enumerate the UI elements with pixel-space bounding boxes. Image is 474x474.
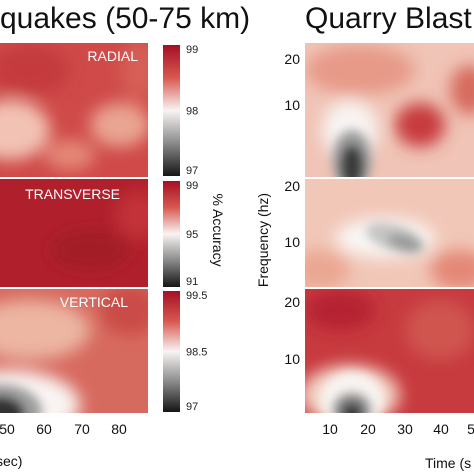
colorbar-vertical bbox=[163, 291, 180, 412]
left-panel-vertical bbox=[0, 289, 148, 413]
colorbar-tick-label: 99 bbox=[186, 180, 198, 192]
colorbar-tick-label: 99.5 bbox=[186, 290, 207, 302]
right-y-tick-label: 20 bbox=[284, 294, 300, 310]
colorbar-tick-label: 99 bbox=[186, 44, 198, 56]
right-y-axis: 20 10 20 10 20 10 bbox=[284, 51, 300, 367]
panel-label-radial: RADIAL bbox=[87, 48, 138, 64]
colorbar-tick-label: 98.5 bbox=[186, 347, 207, 359]
colorbar-radial bbox=[163, 45, 180, 176]
panel-label-transverse: TRANSVERSE bbox=[25, 186, 120, 202]
colorbar-ticks: 99 98 97 99 95 91 99.5 98.5 97 bbox=[186, 44, 207, 413]
left-x-axis-label: sec) bbox=[0, 453, 22, 469]
colorbar-tick-label: 97 bbox=[186, 165, 198, 177]
left-chart-title: quakes (50-75 km) bbox=[0, 2, 250, 35]
left-panel-radial bbox=[0, 43, 148, 177]
colorbar-tick-label: 91 bbox=[186, 276, 198, 288]
right-x-tick-label: 20 bbox=[360, 421, 376, 437]
right-x-tick-label: 5 bbox=[467, 421, 474, 437]
right-chart-title: Quarry Blast bbox=[305, 2, 472, 35]
right-y-tick-label: 10 bbox=[284, 97, 300, 113]
colorbar-tick-label: 98 bbox=[186, 106, 198, 118]
right-x-tick-label: 30 bbox=[397, 421, 413, 437]
colorbar-transverse bbox=[163, 181, 180, 287]
right-y-tick-label: 20 bbox=[284, 178, 300, 194]
colorbar-label: % Accuracy bbox=[210, 193, 226, 266]
right-x-tick-label: 40 bbox=[433, 421, 449, 437]
left-x-tick-label: 60 bbox=[36, 421, 52, 437]
left-x-tick-label: 50 bbox=[0, 421, 15, 437]
right-y-tick-label: 20 bbox=[284, 51, 300, 67]
right-panel-3 bbox=[305, 289, 474, 413]
right-y-axis-label: Frequency (hz) bbox=[255, 193, 271, 287]
right-y-tick-label: 10 bbox=[284, 351, 300, 367]
left-x-tick-label: 70 bbox=[74, 421, 90, 437]
colorbar-tick-label: 97 bbox=[186, 401, 198, 413]
right-x-axis-label: Time (s bbox=[425, 455, 471, 471]
panel-label-vertical: VERTICAL bbox=[60, 294, 128, 310]
colorbar-tick-label: 95 bbox=[186, 229, 198, 241]
right-x-axis: 10 20 30 40 5 bbox=[322, 421, 474, 437]
right-y-tick-label: 10 bbox=[284, 234, 300, 250]
right-x-tick-label: 10 bbox=[322, 421, 338, 437]
right-panel-2 bbox=[305, 179, 474, 287]
right-panel-1 bbox=[305, 43, 474, 177]
left-panel-transverse bbox=[0, 179, 148, 287]
left-x-tick-label: 80 bbox=[111, 421, 127, 437]
left-x-axis: 50 60 70 80 bbox=[0, 421, 127, 437]
